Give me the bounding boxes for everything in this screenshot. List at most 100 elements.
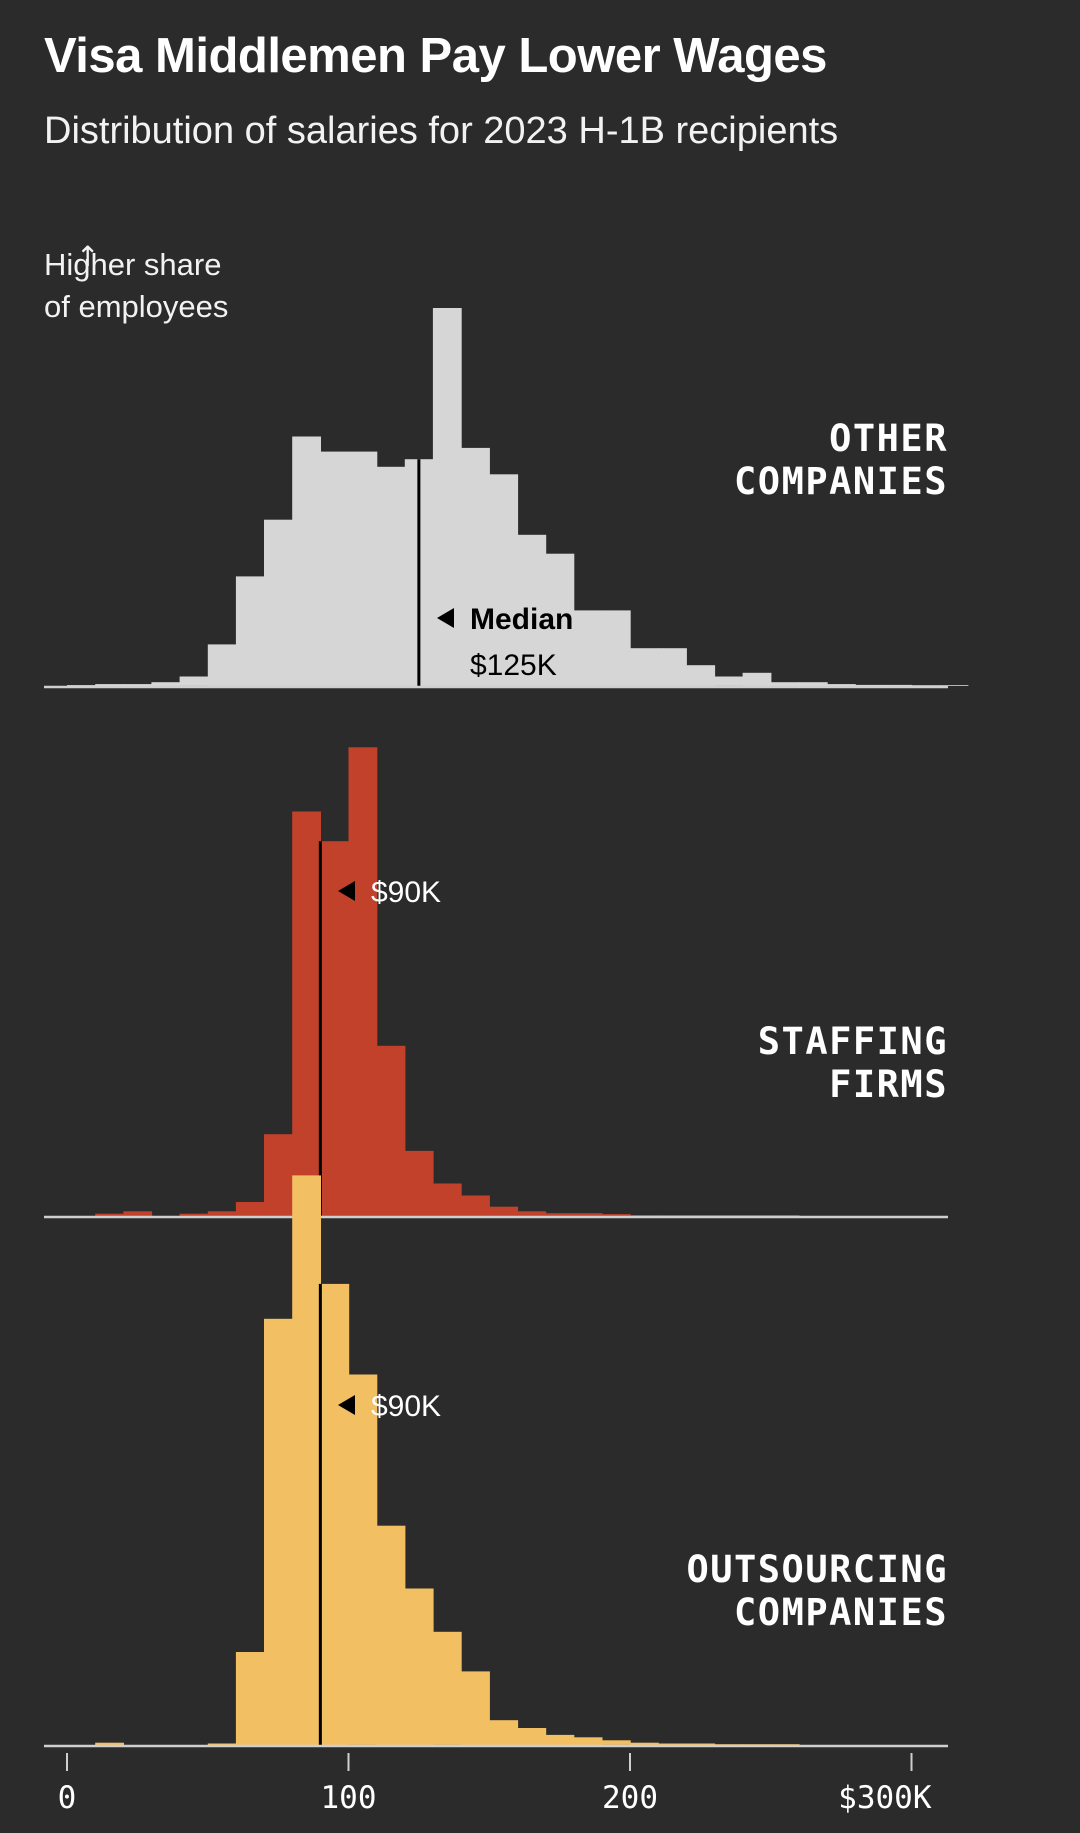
bar-staffing-250: [770, 1215, 800, 1216]
bar-other-140: [461, 447, 490, 686]
bar-outsourcing-60: [235, 1652, 265, 1745]
bar-staffing-180: [573, 1213, 603, 1216]
y-annotation-line2: of employees: [44, 289, 229, 324]
bar-other-170: [545, 553, 575, 686]
bar-staffing-10: [95, 1213, 124, 1216]
bar-other-150: [489, 474, 519, 686]
bar-staffing-160: [517, 1211, 547, 1216]
bar-other-250: [770, 682, 800, 686]
bar-outsourcing-170: [545, 1734, 575, 1745]
bar-outsourcing-220: [686, 1743, 716, 1746]
bar-other-60: [235, 576, 265, 686]
bar-other-100: [348, 451, 378, 686]
up-arrow-icon: ↑: [76, 240, 100, 273]
bar-staffing-110: [376, 1045, 406, 1216]
bar-other-30: [151, 682, 181, 686]
bar-other-240: [742, 672, 772, 686]
bar-staffing-140: [461, 1195, 490, 1216]
bar-other-0: [67, 685, 96, 686]
series-name-staffing-0: STAFFING: [758, 1020, 948, 1063]
bar-outsourcing-50: [207, 1743, 237, 1746]
bar-staffing-70: [264, 1134, 293, 1216]
bar-staffing-220: [686, 1215, 716, 1216]
median-pointer-outsourcing: [338, 1395, 355, 1415]
bar-other-270: [827, 684, 856, 686]
x-tick-label-0: 0: [58, 1780, 77, 1816]
bar-other-310: [939, 685, 969, 686]
bar-staffing-230: [714, 1215, 744, 1216]
bar-staffing-20: [123, 1211, 153, 1216]
bar-outsourcing-100: [348, 1374, 378, 1745]
bar-other-230: [714, 676, 744, 686]
bar-other-70: [264, 519, 293, 686]
bar-other-290: [883, 684, 913, 686]
y-axis-annotation: Higher share of employees: [44, 244, 228, 328]
bar-outsourcing-230: [714, 1744, 744, 1745]
median-value-other: $125K: [470, 649, 557, 682]
median-word-label: Median: [470, 603, 573, 636]
bar-staffing-150: [489, 1206, 519, 1216]
bar-other-130: [432, 308, 462, 686]
bar-other-210: [658, 648, 687, 686]
bar-outsourcing-250: [770, 1744, 800, 1745]
bar-other-20: [123, 684, 153, 686]
bar-other-110: [376, 466, 406, 686]
bar-other-50: [207, 644, 237, 686]
y-annotation-line1: Higher share: [44, 247, 222, 282]
bar-staffing-50: [207, 1211, 237, 1216]
bar-other-80: [292, 436, 321, 686]
series-name-outsourcing-0: OUTSOURCING: [686, 1548, 948, 1591]
bar-other-180: [573, 610, 603, 686]
bar-outsourcing-140: [461, 1671, 490, 1745]
bar-outsourcing-160: [517, 1728, 547, 1746]
bar-other-280: [855, 684, 884, 686]
bar-outsourcing-90: [320, 1283, 350, 1745]
bar-staffing-170: [545, 1213, 575, 1216]
bar-other-40: [179, 676, 209, 686]
median-value-outsourcing: $90K: [371, 1390, 441, 1423]
series-name-outsourcing-1: COMPANIES: [734, 1591, 948, 1634]
bar-staffing-80: [292, 811, 321, 1217]
series-name-other-1: COMPANIES: [734, 460, 948, 503]
bar-other-300: [911, 685, 941, 686]
median-pointer-other: [437, 608, 454, 628]
bar-staffing-120: [404, 1150, 434, 1216]
bar-outsourcing-190: [601, 1740, 631, 1745]
bar-staffing-190: [601, 1214, 631, 1216]
bar-outsourcing-180: [573, 1737, 603, 1746]
bar-staffing-100: [348, 747, 378, 1216]
bar-staffing-60: [235, 1202, 265, 1216]
bar-other-220: [686, 665, 716, 686]
chart-title: Visa Middlemen Pay Lower Wages: [44, 29, 827, 83]
bar-staffing-90: [320, 841, 350, 1216]
x-tick-label-100: 100: [321, 1780, 377, 1816]
series-name-other-0: OTHER: [829, 417, 948, 460]
bar-other-260: [798, 682, 828, 686]
bar-outsourcing-130: [432, 1631, 462, 1745]
bar-other-200: [630, 648, 659, 686]
bar-outsourcing-110: [376, 1525, 406, 1745]
bar-outsourcing-80: [292, 1175, 321, 1745]
series-name-staffing-1: FIRMS: [829, 1063, 948, 1106]
bar-outsourcing-240: [742, 1744, 772, 1745]
bar-staffing-240: [742, 1215, 772, 1216]
x-tick-label-300: $300K: [838, 1780, 932, 1816]
bar-outsourcing-70: [264, 1318, 293, 1746]
bar-outsourcing-10: [95, 1742, 124, 1745]
bar-outsourcing-120: [404, 1588, 434, 1745]
bar-other-160: [517, 534, 547, 686]
bar-staffing-210: [658, 1215, 687, 1216]
x-tick-label-200: 200: [602, 1780, 658, 1816]
bar-outsourcing-150: [489, 1720, 519, 1745]
bar-other-10: [95, 684, 124, 686]
bar-outsourcing-200: [630, 1742, 659, 1745]
bar-staffing-200: [630, 1215, 659, 1216]
bar-staffing-130: [432, 1183, 462, 1217]
median-pointer-staffing: [338, 881, 355, 901]
bar-other-90: [320, 451, 350, 686]
bar-staffing-40: [179, 1213, 209, 1216]
chart-subtitle: Distribution of salaries for 2023 H-1B r…: [44, 110, 839, 152]
bar-other-190: [601, 610, 631, 686]
median-value-staffing: $90K: [371, 876, 441, 909]
